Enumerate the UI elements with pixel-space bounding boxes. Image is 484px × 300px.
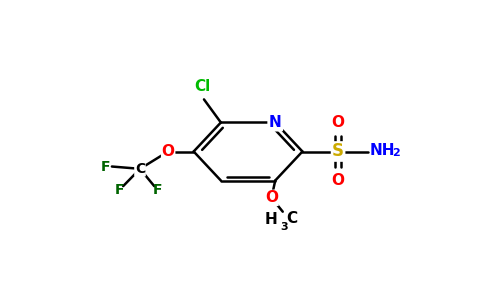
Text: NH: NH: [370, 143, 395, 158]
Text: F: F: [115, 183, 124, 197]
Text: C: C: [135, 162, 145, 176]
Text: Cl: Cl: [194, 79, 210, 94]
Text: H: H: [264, 212, 277, 227]
Text: N: N: [269, 115, 282, 130]
Text: O: O: [332, 173, 345, 188]
Text: S: S: [332, 142, 344, 160]
Text: O: O: [332, 115, 345, 130]
Text: O: O: [162, 144, 175, 159]
Text: 2: 2: [392, 148, 399, 158]
Text: O: O: [265, 190, 278, 205]
Text: F: F: [100, 160, 110, 173]
Text: F: F: [152, 183, 162, 197]
Text: 3: 3: [280, 222, 288, 232]
Text: C: C: [287, 211, 298, 226]
